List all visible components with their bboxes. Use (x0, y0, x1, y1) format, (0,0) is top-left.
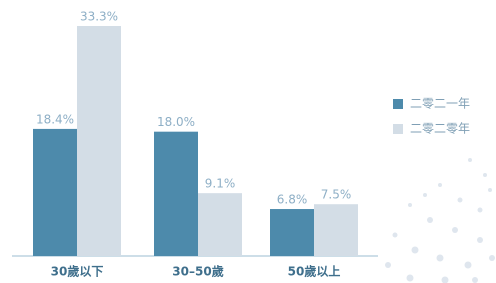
value-label: 6.8% (277, 193, 308, 207)
legend-label: 二零二一年 (410, 97, 470, 111)
legend-label: 二零二零年 (410, 122, 470, 136)
bar (33, 129, 77, 256)
bar (154, 132, 198, 256)
bar (198, 193, 242, 256)
x-tick-label: 30歲以下 (51, 264, 104, 279)
chart: 30歲以下 18.4% 33.3% 30–50歲 18.0% 9.1% 50歲以上 6.8% 7… (0, 0, 496, 283)
x-tick-label: 30–50歲 (172, 264, 223, 279)
bar (270, 209, 314, 256)
bar (314, 204, 358, 256)
bar (77, 26, 121, 256)
legend-swatch (393, 124, 403, 134)
decoration (385, 158, 495, 283)
value-label: 33.3% (80, 10, 118, 24)
value-label: 7.5% (321, 188, 352, 202)
x-tick-label: 50歲以上 (288, 264, 341, 279)
legend-swatch (393, 99, 403, 109)
value-label: 9.1% (205, 177, 236, 191)
value-label: 18.0% (157, 115, 195, 129)
value-label: 18.4% (36, 112, 74, 126)
